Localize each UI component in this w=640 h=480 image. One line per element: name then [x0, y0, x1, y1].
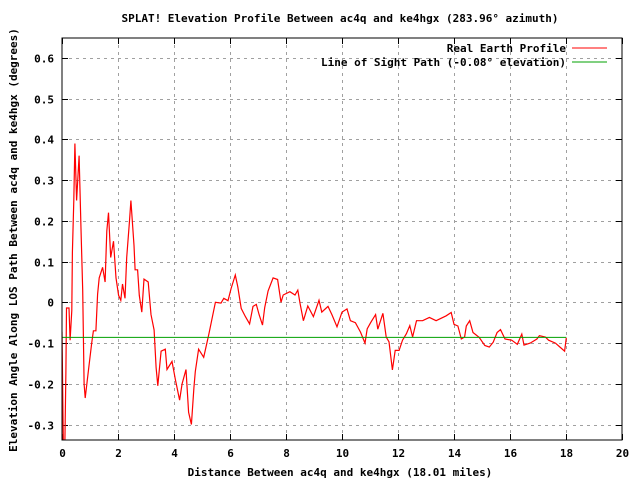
x-tick-label: 6 [227, 447, 234, 460]
y-tick-label: 0 [47, 297, 54, 310]
axis-ticks [62, 38, 623, 440]
y-tick-label: 0.5 [34, 94, 54, 107]
y-tick-label: -0.1 [28, 338, 55, 351]
chart-title: SPLAT! Elevation Profile Between ac4q an… [121, 12, 558, 25]
legend-label-real-earth-profile: Real Earth Profile [447, 42, 567, 55]
x-tick-label: 20 [616, 447, 629, 460]
x-tick-label: 16 [504, 447, 518, 460]
y-tick-label: 0.2 [34, 216, 54, 229]
y-axis-label: Elevation Angle Along LOS Path Between a… [7, 28, 20, 452]
x-tick-label: 8 [283, 447, 290, 460]
legend-label-line-of-sight: Line of Sight Path (-0.08° elevation) [321, 56, 566, 69]
y-tick-label: 0.4 [34, 134, 54, 147]
x-axis-label: Distance Between ac4q and ke4hgx (18.01 … [188, 466, 493, 479]
real-earth-profile-line [62, 143, 567, 440]
x-tick-label: 18 [560, 447, 573, 460]
x-tick-label: 10 [336, 447, 349, 460]
y-tick-label: 0.3 [34, 175, 54, 188]
y-tick-label: -0.3 [28, 420, 55, 433]
y-tick-label: -0.2 [28, 379, 55, 392]
plot-border [61, 37, 623, 441]
series-group [62, 143, 567, 440]
x-tick-label: 2 [115, 447, 122, 460]
y-tick-label: 0.1 [34, 257, 54, 270]
grid [62, 38, 622, 440]
x-tick-label: 12 [392, 447, 405, 460]
x-tick-label: 4 [171, 447, 178, 460]
legend: Real Earth Profile Line of Sight Path (-… [321, 42, 607, 69]
x-tick-label: 14 [448, 447, 462, 460]
y-tick-label: 0.6 [34, 53, 54, 66]
x-tick-label: 0 [59, 447, 66, 460]
tick-labels: -0.3 -0.2 -0.1 0 0.1 0.2 0.3 0.4 0.5 0.6 0 2 4 6 8 10 12… [28, 53, 630, 461]
